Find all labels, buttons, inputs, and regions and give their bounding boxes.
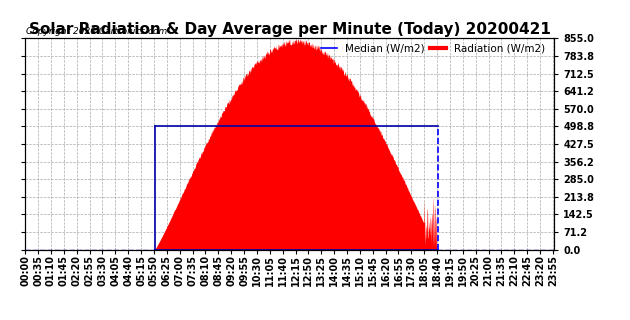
Legend: Median (W/m2), Radiation (W/m2): Median (W/m2), Radiation (W/m2) bbox=[317, 39, 549, 58]
Text: Copyright 2020 Cartronics.com: Copyright 2020 Cartronics.com bbox=[26, 27, 168, 36]
Title: Solar Radiation & Day Average per Minute (Today) 20200421: Solar Radiation & Day Average per Minute… bbox=[29, 22, 551, 37]
